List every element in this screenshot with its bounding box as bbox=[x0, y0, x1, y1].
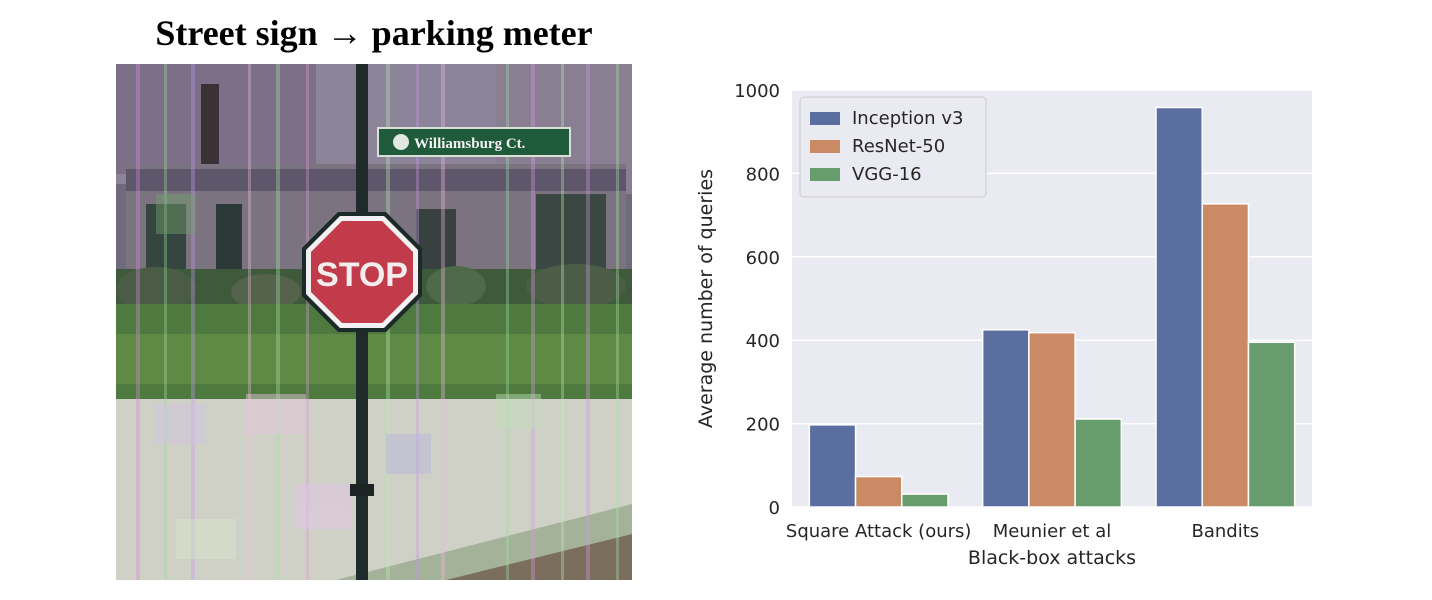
bar bbox=[1155, 106, 1203, 508]
figure-title: Street sign → parking meter bbox=[155, 13, 593, 53]
bar bbox=[981, 329, 1030, 508]
bar bbox=[1201, 203, 1250, 508]
legend-box bbox=[799, 96, 987, 198]
x-tick-label: Meunier et al bbox=[993, 521, 1112, 542]
legend: Inception v3 ResNet-50 VGG-16 bbox=[799, 96, 987, 198]
bar bbox=[808, 424, 857, 508]
y-axis-label: Average number of queries bbox=[695, 169, 717, 428]
bar bbox=[1247, 341, 1296, 508]
bar bbox=[854, 475, 903, 508]
y-tick-label: 1000 bbox=[734, 81, 780, 102]
x-axis-label: Black-box attacks bbox=[968, 547, 1136, 569]
legend-swatch bbox=[810, 140, 840, 153]
y-axis-ticks: 0 200 400 600 800 1000 bbox=[734, 81, 780, 519]
y-tick-label: 200 bbox=[746, 415, 780, 436]
bars bbox=[808, 106, 1296, 508]
y-tick-label: 800 bbox=[746, 164, 780, 185]
legend-label: ResNet-50 bbox=[852, 136, 945, 157]
y-tick-label: 400 bbox=[746, 331, 780, 352]
x-tick-label: Bandits bbox=[1192, 521, 1260, 542]
stop-sign-text: STOP bbox=[316, 256, 408, 294]
legend-swatch bbox=[810, 112, 840, 125]
x-tick-label: Square Attack (ours) bbox=[786, 521, 972, 542]
bar bbox=[1074, 418, 1123, 508]
y-tick-label: 0 bbox=[769, 498, 780, 519]
bar bbox=[901, 493, 949, 508]
legend-label: Inception v3 bbox=[852, 108, 963, 129]
street-sign-text: Williamsburg Ct. bbox=[414, 136, 526, 152]
y-tick-label: 600 bbox=[746, 248, 780, 269]
x-axis-ticks: Square Attack (ours) Meunier et al Bandits bbox=[786, 521, 1259, 542]
legend-swatch bbox=[810, 168, 840, 181]
queries-bar-chart: 0 200 400 600 800 1000 Square Attack (ours) Me… bbox=[660, 60, 1360, 600]
bar bbox=[1028, 331, 1076, 508]
legend-label: VGG-16 bbox=[852, 164, 922, 185]
adversarial-stop-sign-photo: Williamsburg Ct. STOP bbox=[116, 64, 632, 580]
